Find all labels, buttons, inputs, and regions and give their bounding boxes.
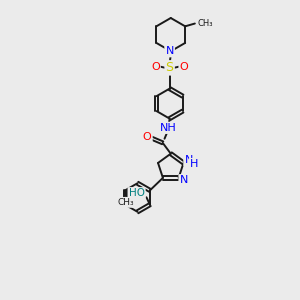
Text: N: N [179,175,188,185]
Text: S: S [166,61,174,74]
Text: O: O [151,62,160,72]
Text: O: O [143,132,152,142]
Text: H: H [190,159,198,169]
Text: HO: HO [129,188,145,198]
Text: CH₃: CH₃ [118,198,135,207]
Text: CH₃: CH₃ [197,19,213,28]
Text: N: N [165,46,174,56]
Text: O: O [179,62,188,72]
Text: NH: NH [160,123,177,133]
Text: N: N [184,155,193,165]
